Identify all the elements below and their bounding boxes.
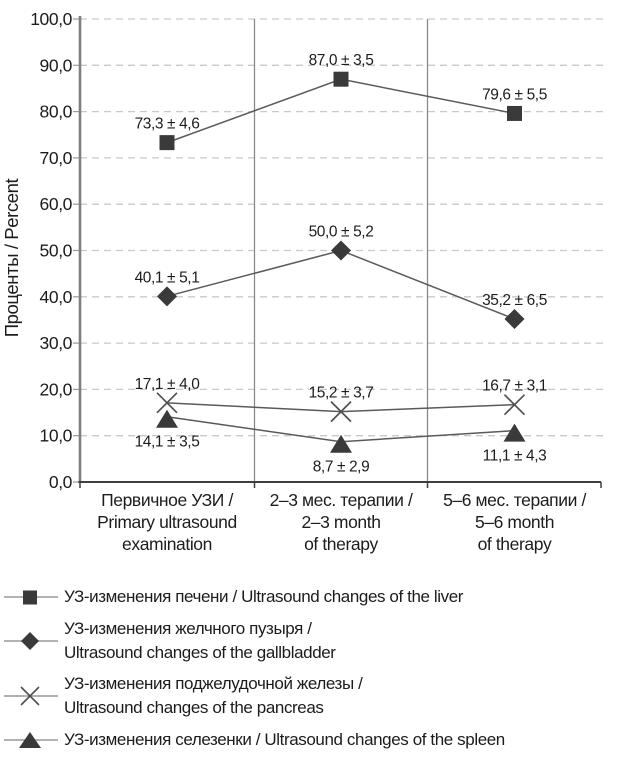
data-point-label: 15,2 ± 3,7 (309, 385, 374, 402)
legend-item-triangle: УЗ-изменения селезенки / Ultrasound chan… (0, 727, 628, 753)
line-chart: 0,0 10,0 20,0 30,0 40,0 50,0 60,0 70,0 80,0 90,0 1… (1, 9, 605, 554)
data-point-label: 14,1 ± 3,5 (135, 434, 200, 451)
square-legend-key-icon (4, 590, 58, 605)
legend-label-line: УЗ-изменения желчного пузыря / (64, 619, 312, 638)
triangle-marker (156, 409, 178, 428)
square-marker (159, 135, 175, 151)
legend-label: УЗ-изменения поджелудочной железы / Ultra… (64, 672, 363, 720)
x-category-label-line: Первичное УЗИ / (101, 490, 233, 510)
triangle-marker (503, 423, 526, 442)
x-marker (156, 392, 178, 414)
y-tick-label: 20,0 (40, 379, 73, 399)
x-marker (503, 394, 526, 416)
y-tick-label: 90,0 (40, 55, 73, 75)
data-point-label: 73,3 ± 4,6 (135, 116, 200, 133)
x-category-label-line: of therapy (478, 534, 552, 554)
triangle-marker (330, 434, 352, 453)
x-marker (20, 686, 40, 706)
legend-label: УЗ-изменения желчного пузыря / Ultrasound… (64, 617, 336, 665)
triangle-legend-key-icon (4, 732, 58, 748)
x-marker (330, 401, 352, 423)
legend-label-line: Ultrasound changes of the pancreas (64, 698, 324, 717)
y-tick-label: 80,0 (40, 102, 73, 122)
data-point-label: 11,1 ± 4,3 (483, 448, 547, 465)
y-tick-label: 100,0 (30, 9, 72, 29)
data-point-label: 79,6 ± 5,5 (482, 86, 547, 103)
y-tick-label: 70,0 (40, 148, 73, 168)
legend-item-square: УЗ-изменения печени / Ultrasound changes… (0, 584, 628, 610)
data-point-label: 50,0 ± 5,2 (309, 224, 374, 241)
y-tick-label: 60,0 (40, 194, 73, 214)
y-tick-label: 10,0 (40, 426, 73, 446)
x-category-label-line: 5–6 month (475, 512, 554, 532)
chart-svg: 0,0 10,0 20,0 30,0 40,0 50,0 60,0 70,0 80,0 90,0 1… (1, 9, 605, 554)
data-point-label: 87,0 ± 3,5 (309, 52, 374, 69)
x-category-label-line: 2–3 month (301, 512, 380, 532)
legend-item-diamond: УЗ-изменения желчного пузыря / Ultrasound… (0, 617, 628, 665)
square-marker (333, 71, 349, 87)
x-category-label-line: of therapy (304, 534, 378, 554)
diamond-marker (331, 240, 351, 261)
legend-item-x: УЗ-изменения поджелудочной железы / Ultra… (0, 672, 628, 720)
diamond-marker (504, 309, 525, 330)
data-point-label: 16,7 ± 3,1 (482, 378, 547, 395)
diamond-marker (157, 286, 177, 307)
chart-legend: УЗ-изменения печени / Ultrasound changes… (0, 576, 628, 760)
legend-label: УЗ-изменения селезенки / Ultrasound chan… (64, 728, 505, 752)
series-line-square (166, 78, 515, 144)
diamond-legend-key-icon (4, 632, 58, 650)
triangle-marker (19, 732, 41, 748)
y-axis-title: Проценты / Percent (1, 178, 22, 337)
x-category-label-line: examination (122, 534, 212, 554)
legend-label-line: УЗ-изменения поджелудочной железы / (64, 674, 363, 693)
data-point-label: 40,1 ± 5,1 (135, 269, 200, 286)
y-tick-label: 50,0 (40, 241, 73, 261)
diamond-marker (21, 632, 39, 650)
y-tick-label: 0,0 (49, 472, 73, 492)
data-point-label: 35,2 ± 6,5 (482, 292, 547, 309)
y-tick-label: 30,0 (40, 333, 73, 353)
square-marker (507, 105, 522, 121)
x-legend-key-icon (4, 686, 58, 706)
legend-label-line: Ultrasound changes of the gallbladder (64, 643, 336, 662)
x-category-label-line: 2–3 мес. терапии / (270, 490, 413, 510)
legend-label: УЗ-изменения печени / Ultrasound changes… (64, 585, 463, 609)
legend-label-line: УЗ-изменения печени / Ultrasound changes… (64, 587, 464, 606)
data-point-label: 17,1 ± 4,0 (135, 376, 201, 393)
legend-label-line: УЗ-изменения селезенки / Ultrasound chan… (64, 730, 505, 749)
series-line-diamond (166, 249, 515, 320)
x-category-label-line: Primary ultrasound (97, 512, 237, 532)
square-marker (23, 590, 37, 605)
y-tick-label: 40,0 (40, 287, 73, 307)
data-point-label: 8,7 ± 2,9 (313, 459, 370, 476)
x-category-label-line: 5–6 мес. терапии / (443, 490, 586, 510)
